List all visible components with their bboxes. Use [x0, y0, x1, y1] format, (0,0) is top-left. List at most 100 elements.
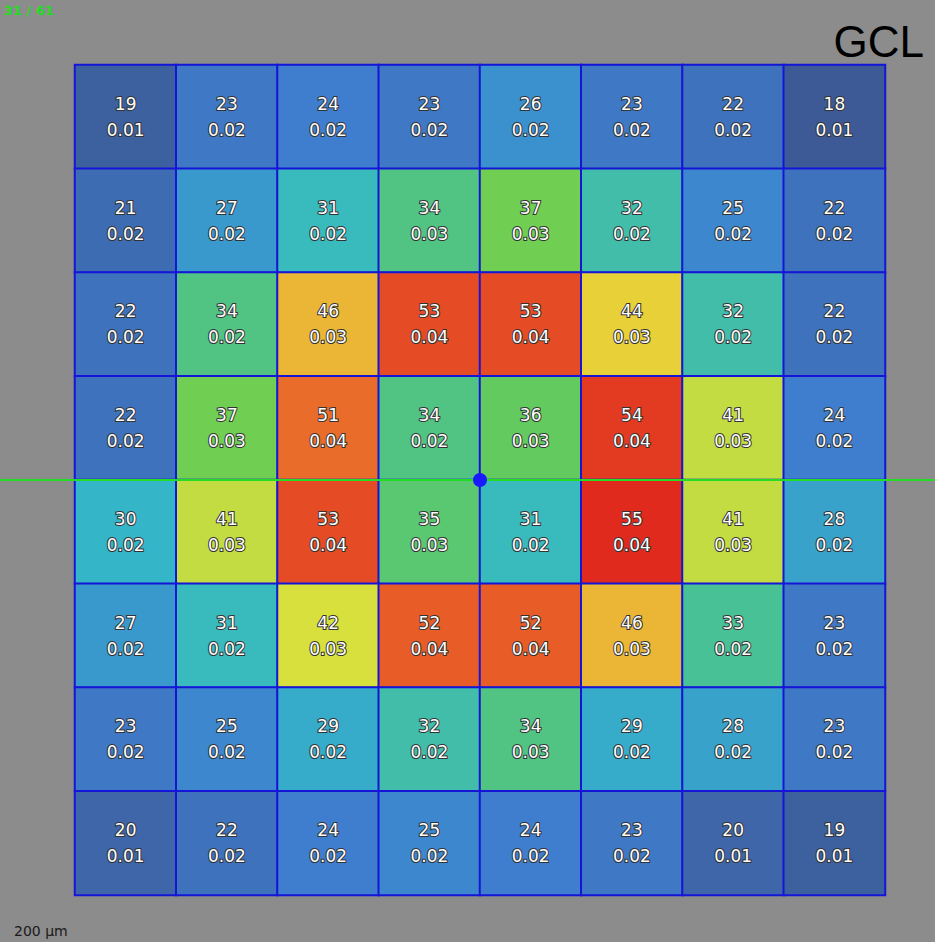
svg-text:0.03: 0.03 — [208, 431, 246, 451]
svg-text:0.02: 0.02 — [815, 327, 853, 347]
svg-text:36: 36 — [520, 405, 542, 425]
svg-text:0.04: 0.04 — [309, 431, 347, 451]
svg-text:0.03: 0.03 — [410, 535, 448, 555]
svg-text:34: 34 — [419, 198, 441, 218]
svg-text:29: 29 — [317, 716, 339, 736]
svg-text:41: 41 — [722, 509, 744, 529]
svg-text:0.04: 0.04 — [410, 639, 448, 659]
svg-text:31: 31 — [520, 509, 542, 529]
svg-text:23: 23 — [824, 613, 846, 633]
svg-text:21: 21 — [115, 198, 137, 218]
svg-text:29: 29 — [621, 716, 643, 736]
svg-text:32: 32 — [722, 301, 744, 321]
svg-text:46: 46 — [317, 301, 339, 321]
svg-text:44: 44 — [621, 301, 643, 321]
svg-text:0.02: 0.02 — [208, 327, 246, 347]
svg-text:25: 25 — [216, 716, 238, 736]
svg-text:0.03: 0.03 — [613, 639, 651, 659]
svg-text:41: 41 — [722, 405, 744, 425]
svg-text:41: 41 — [216, 509, 238, 529]
svg-text:0.02: 0.02 — [309, 224, 347, 244]
svg-text:0.02: 0.02 — [107, 639, 145, 659]
svg-text:0.04: 0.04 — [613, 431, 651, 451]
svg-text:0.02: 0.02 — [815, 431, 853, 451]
svg-text:32: 32 — [419, 716, 441, 736]
svg-text:0.02: 0.02 — [410, 120, 448, 140]
svg-text:0.04: 0.04 — [613, 535, 651, 555]
svg-text:27: 27 — [115, 613, 137, 633]
svg-text:19: 19 — [824, 820, 846, 840]
svg-text:0.02: 0.02 — [512, 535, 550, 555]
svg-text:53: 53 — [419, 301, 441, 321]
svg-text:23: 23 — [621, 94, 643, 114]
svg-text:0.03: 0.03 — [714, 535, 752, 555]
svg-text:0.02: 0.02 — [815, 639, 853, 659]
svg-text:23: 23 — [419, 94, 441, 114]
svg-text:0.02: 0.02 — [107, 431, 145, 451]
svg-text:24: 24 — [824, 405, 846, 425]
svg-text:22: 22 — [216, 820, 238, 840]
svg-text:22: 22 — [115, 301, 137, 321]
svg-text:0.02: 0.02 — [512, 846, 550, 866]
svg-text:24: 24 — [317, 820, 339, 840]
svg-text:26: 26 — [520, 94, 542, 114]
svg-text:0.02: 0.02 — [107, 327, 145, 347]
svg-text:0.01: 0.01 — [107, 846, 145, 866]
svg-text:0.01: 0.01 — [815, 846, 853, 866]
svg-text:25: 25 — [419, 820, 441, 840]
svg-text:0.01: 0.01 — [815, 120, 853, 140]
svg-text:55: 55 — [621, 509, 643, 529]
svg-text:51: 51 — [317, 405, 339, 425]
svg-text:34: 34 — [216, 301, 238, 321]
svg-text:0.02: 0.02 — [410, 742, 448, 762]
svg-text:22: 22 — [824, 301, 846, 321]
svg-text:0.02: 0.02 — [107, 224, 145, 244]
svg-text:53: 53 — [520, 301, 542, 321]
svg-text:0.02: 0.02 — [208, 224, 246, 244]
svg-text:52: 52 — [419, 613, 441, 633]
svg-text:20: 20 — [115, 820, 137, 840]
svg-text:0.03: 0.03 — [714, 431, 752, 451]
svg-text:0.02: 0.02 — [714, 120, 752, 140]
svg-text:0.02: 0.02 — [107, 535, 145, 555]
svg-text:0.02: 0.02 — [208, 846, 246, 866]
svg-text:0.02: 0.02 — [410, 846, 448, 866]
svg-text:0.02: 0.02 — [613, 742, 651, 762]
svg-text:0.02: 0.02 — [714, 742, 752, 762]
svg-text:0.02: 0.02 — [309, 846, 347, 866]
svg-text:23: 23 — [216, 94, 238, 114]
svg-text:28: 28 — [722, 716, 744, 736]
svg-text:34: 34 — [419, 405, 441, 425]
svg-text:42: 42 — [317, 613, 339, 633]
svg-text:22: 22 — [722, 94, 744, 114]
svg-text:GCL: GCL — [834, 17, 924, 66]
svg-text:30: 30 — [115, 509, 137, 529]
svg-text:0.01: 0.01 — [714, 846, 752, 866]
svg-text:31: 31 — [317, 198, 339, 218]
svg-text:0.02: 0.02 — [613, 120, 651, 140]
svg-text:0.02: 0.02 — [208, 639, 246, 659]
svg-text:0.02: 0.02 — [512, 120, 550, 140]
svg-text:23: 23 — [115, 716, 137, 736]
svg-text:0.03: 0.03 — [309, 327, 347, 347]
svg-text:53: 53 — [317, 509, 339, 529]
svg-text:0.03: 0.03 — [208, 535, 246, 555]
svg-text:54: 54 — [621, 405, 643, 425]
svg-text:0.02: 0.02 — [613, 224, 651, 244]
svg-text:0.02: 0.02 — [714, 327, 752, 347]
svg-text:19: 19 — [115, 94, 137, 114]
svg-text:0.02: 0.02 — [410, 431, 448, 451]
svg-text:23: 23 — [621, 820, 643, 840]
svg-text:0.03: 0.03 — [613, 327, 651, 347]
svg-text:0.03: 0.03 — [309, 639, 347, 659]
svg-text:20: 20 — [722, 820, 744, 840]
svg-text:0.03: 0.03 — [512, 224, 550, 244]
svg-text:0.02: 0.02 — [613, 846, 651, 866]
svg-text:25: 25 — [722, 198, 744, 218]
svg-text:0.03: 0.03 — [410, 224, 448, 244]
svg-text:0.04: 0.04 — [512, 327, 550, 347]
svg-text:0.02: 0.02 — [815, 224, 853, 244]
svg-text:0.02: 0.02 — [309, 120, 347, 140]
svg-text:52: 52 — [520, 613, 542, 633]
svg-text:27: 27 — [216, 198, 238, 218]
